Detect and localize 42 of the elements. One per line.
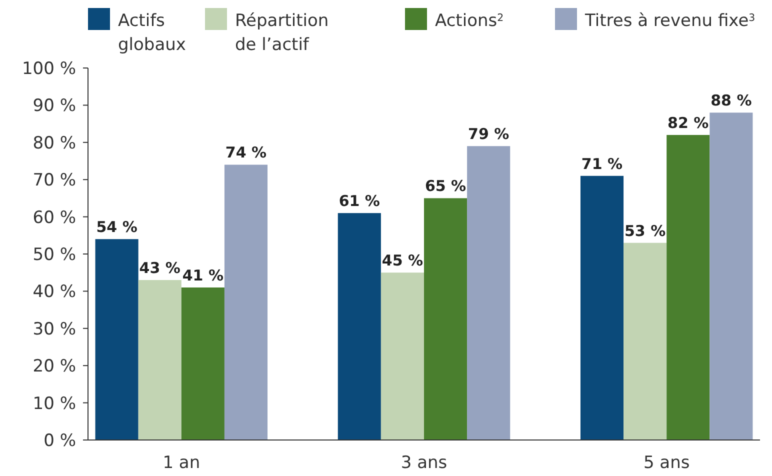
bar: [95, 239, 138, 440]
y-tick-label: 60 %: [32, 208, 76, 228]
legend-label: Titres à revenu fixe$^{3}$: [584, 11, 756, 31]
bar: [710, 112, 753, 440]
x-tick-label: 5 ans: [643, 453, 690, 473]
x-tick-label: 1 an: [162, 453, 200, 473]
data-label: 61 %: [338, 192, 380, 210]
data-label: 71 %: [581, 154, 623, 173]
bar: [580, 176, 624, 440]
x-tick-label: 3 ans: [400, 453, 448, 473]
bar: [138, 280, 182, 440]
bar: [380, 272, 424, 440]
bar: [338, 213, 381, 440]
bar: [624, 242, 667, 440]
data-label: 82 %: [668, 114, 709, 132]
data-label: 53 %: [624, 222, 666, 240]
y-tick-label: 100 %: [22, 58, 76, 79]
legend-label: Actions$^{2}$: [435, 11, 504, 31]
y-tick-label: 30 %: [32, 319, 76, 340]
data-label: 88 %: [710, 92, 752, 110]
data-label: 45 %: [382, 252, 424, 270]
data-label: 54 %: [96, 218, 138, 236]
y-tick-label: 0 %: [44, 430, 76, 451]
data-label: 65 %: [424, 177, 466, 196]
data-label: 43 %: [139, 259, 180, 278]
y-tick-label: 80 %: [32, 133, 76, 154]
data-label: 41 %: [182, 266, 224, 284]
data-label: 79 %: [468, 125, 510, 144]
legend-label: Répartition de l’actif: [235, 11, 329, 55]
bar: [467, 146, 510, 440]
y-tick-label: 70 %: [32, 170, 76, 191]
y-tick-label: 50 %: [32, 244, 76, 265]
bar: [181, 287, 224, 440]
bar: [224, 164, 268, 440]
y-tick-label: 40 %: [32, 282, 76, 302]
data-label: 74 %: [225, 144, 267, 162]
bar: [424, 198, 468, 440]
bar: [666, 134, 710, 440]
y-tick-label: 90 %: [32, 96, 76, 116]
legend-label: Actifs globaux: [118, 11, 186, 55]
y-tick-label: 10 %: [32, 394, 76, 414]
y-tick-label: 20 %: [32, 356, 76, 377]
